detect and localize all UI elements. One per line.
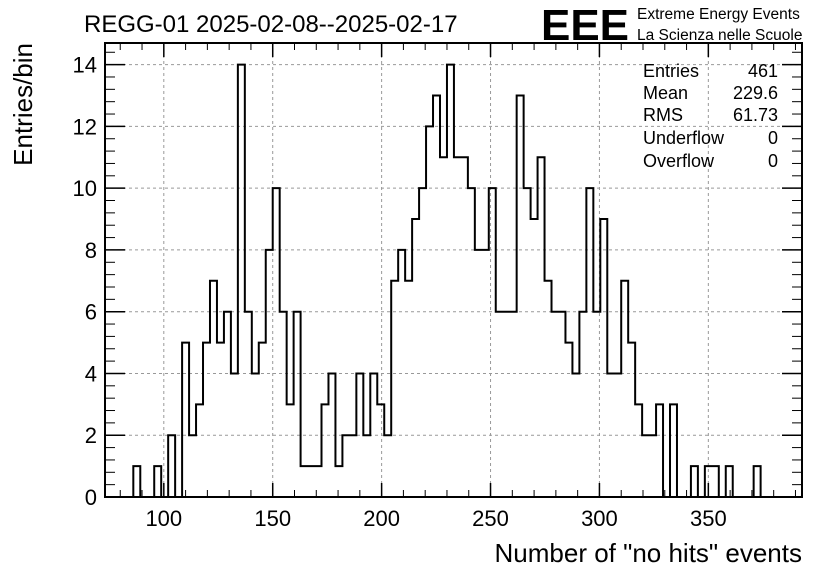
eee-logo-text: EEE [541,1,629,50]
x-tick-label: 150 [254,506,291,531]
stats-box: Entries 461 Mean 229.6 RMS 61.73 Underfl… [643,61,778,171]
y-tick-label: 14 [73,53,97,78]
stat-value-mean: 229.6 [733,83,778,103]
grid-lines [105,43,802,497]
logo-line-1: Extreme Energy Events [637,6,800,23]
stat-value-rms: 61.73 [733,105,778,125]
x-tick-label: 300 [581,506,618,531]
stat-label-mean: Mean [643,83,688,103]
x-tick-label: 200 [363,506,400,531]
y-tick-label: 4 [85,361,97,386]
x-tick-label: 250 [472,506,509,531]
y-tick-label: 0 [85,485,97,510]
axis-tick-labels: 100 150 200 250 300 350 0 2 4 6 8 10 12 14 [73,53,727,531]
stat-label-rms: RMS [643,105,683,125]
stat-label-overflow: Overflow [643,151,715,171]
plot-frame [104,42,803,498]
stat-value-underflow: 0 [768,128,778,148]
y-tick-label: 12 [73,114,97,139]
y-tick-label: 8 [85,238,97,263]
stat-value-entries: 461 [748,61,778,81]
histogram-outline [132,63,762,498]
stat-value-overflow: 0 [768,151,778,171]
x-tick-label: 100 [145,506,182,531]
logo-line-2: La Scienza nelle Scuole [637,27,802,44]
y-tick-label: 2 [85,423,97,448]
y-axis-label: Entries/bin [8,43,38,166]
x-tick-label: 350 [690,506,727,531]
x-axis-label: Number of "no hits" events [495,538,803,568]
stat-label-underflow: Underflow [643,128,725,148]
axis-ticks [105,43,802,498]
y-tick-label: 10 [73,176,97,201]
stat-label-entries: Entries [643,61,699,81]
y-tick-label: 6 [85,300,97,325]
chart-title: REGG-01 2025-02-08--2025-02-17 [84,11,458,38]
